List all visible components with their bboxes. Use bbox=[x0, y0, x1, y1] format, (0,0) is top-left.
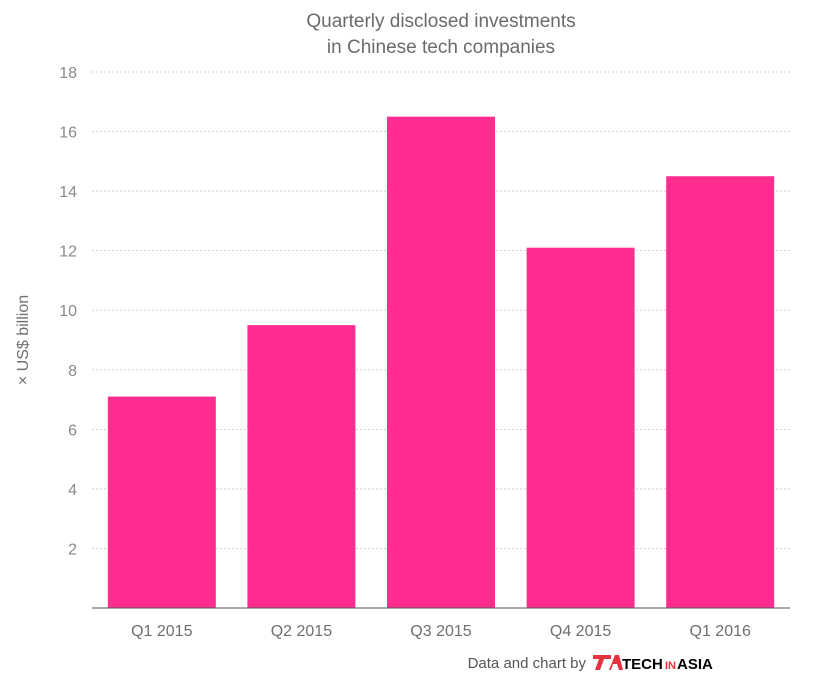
bar bbox=[387, 116, 495, 609]
logo-word-asia: ASIA bbox=[677, 656, 713, 673]
y-axis-tick-labels: 2 4 6 8 10 12 14 16 18 bbox=[59, 65, 77, 558]
y-tick-label: 12 bbox=[59, 244, 77, 261]
y-tick-label: 6 bbox=[68, 422, 77, 439]
y-tick-label: 14 bbox=[59, 184, 77, 201]
y-tick-label: 16 bbox=[59, 125, 77, 142]
bar bbox=[247, 325, 356, 608]
x-category-label: Q2 2015 bbox=[271, 623, 332, 640]
chart-title-line-1: Quarterly disclosed investments bbox=[306, 11, 575, 32]
logo-word-tech: TECH bbox=[622, 656, 663, 673]
bar bbox=[107, 396, 216, 608]
y-tick-label: 10 bbox=[59, 303, 77, 320]
logo-word-in: IN bbox=[665, 660, 676, 672]
bar bbox=[526, 247, 635, 608]
chart-title-line-2: in Chinese tech companies bbox=[327, 37, 555, 58]
techinasia-logo-mark-icon bbox=[593, 655, 623, 670]
y-tick-label: 2 bbox=[68, 541, 77, 558]
bar bbox=[666, 176, 775, 608]
techinasia-logo: TECH IN ASIA bbox=[593, 655, 713, 673]
credit-text: Data and chart by bbox=[468, 655, 587, 672]
y-tick-label: 18 bbox=[59, 65, 77, 82]
y-tick-label: 8 bbox=[68, 363, 77, 380]
x-category-label: Q4 2015 bbox=[550, 623, 611, 640]
chart-title: Quarterly disclosed investments in Chine… bbox=[306, 11, 575, 58]
x-category-label: Q1 2016 bbox=[690, 623, 751, 640]
x-axis-category-labels: Q1 2015 Q2 2015 Q3 2015 Q4 2015 Q1 2016 bbox=[131, 623, 751, 640]
credit: Data and chart by TECH IN ASIA bbox=[468, 655, 713, 673]
x-category-label: Q1 2015 bbox=[131, 623, 192, 640]
bars bbox=[107, 116, 775, 609]
y-tick-label: 4 bbox=[68, 482, 77, 499]
y-axis-label: × US$ billion bbox=[15, 295, 32, 385]
x-category-label: Q3 2015 bbox=[410, 623, 471, 640]
